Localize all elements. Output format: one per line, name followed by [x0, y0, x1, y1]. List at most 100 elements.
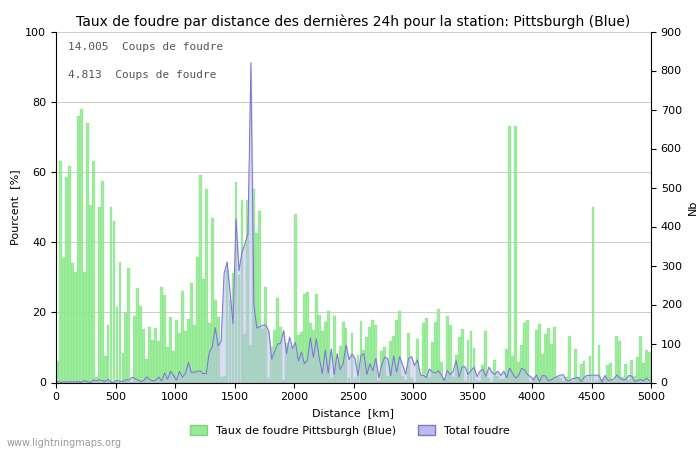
Bar: [327, 311, 330, 382]
Bar: [309, 323, 312, 382]
Bar: [265, 287, 267, 382]
Bar: [384, 347, 386, 382]
Bar: [440, 362, 442, 382]
Bar: [446, 316, 449, 382]
Bar: [241, 200, 244, 382]
Bar: [395, 320, 398, 382]
Bar: [636, 357, 639, 382]
Bar: [368, 327, 371, 382]
Bar: [330, 378, 332, 382]
Bar: [422, 323, 425, 382]
Bar: [270, 347, 273, 382]
Bar: [303, 294, 306, 382]
Bar: [532, 378, 535, 382]
Bar: [276, 298, 279, 382]
Bar: [487, 378, 490, 382]
Bar: [437, 309, 440, 382]
Bar: [80, 109, 83, 382]
Bar: [517, 361, 520, 382]
Bar: [106, 325, 109, 382]
Bar: [577, 377, 580, 382]
Bar: [94, 377, 97, 382]
Bar: [324, 322, 327, 382]
Bar: [225, 270, 228, 382]
Bar: [645, 350, 648, 382]
Bar: [258, 211, 261, 382]
Bar: [634, 376, 636, 382]
Bar: [160, 287, 163, 382]
Bar: [482, 364, 484, 382]
Bar: [463, 381, 466, 382]
Bar: [98, 207, 101, 382]
Bar: [110, 207, 113, 382]
Bar: [431, 342, 434, 382]
Bar: [550, 344, 553, 382]
Bar: [452, 377, 454, 382]
Bar: [541, 354, 544, 382]
Legend: Taux de foudre Pittsburgh (Blue), Total foudre: Taux de foudre Pittsburgh (Blue), Total …: [186, 420, 514, 440]
Bar: [169, 317, 172, 382]
Bar: [398, 311, 401, 382]
Bar: [205, 189, 208, 382]
Bar: [618, 341, 621, 382]
Text: 4.813  Coups de foudre: 4.813 Coups de foudre: [68, 70, 216, 80]
Bar: [312, 330, 315, 382]
Bar: [232, 273, 235, 382]
Bar: [172, 351, 175, 382]
Bar: [199, 176, 202, 382]
Bar: [648, 352, 651, 382]
Bar: [332, 316, 335, 382]
Bar: [523, 323, 526, 382]
Bar: [339, 346, 342, 382]
Bar: [526, 320, 529, 382]
Bar: [187, 319, 190, 382]
Bar: [514, 126, 517, 382]
Bar: [136, 288, 139, 382]
Bar: [380, 351, 383, 382]
Bar: [190, 283, 193, 382]
Title: Taux de foudre par distance des dernières 24h pour la station: Pittsburgh (Blue): Taux de foudre par distance des dernière…: [76, 14, 631, 29]
Bar: [142, 329, 145, 382]
Bar: [360, 321, 363, 382]
Text: 14.005  Coups de foudre: 14.005 Coups de foudre: [68, 42, 223, 52]
Bar: [237, 274, 240, 382]
Bar: [562, 381, 565, 382]
Bar: [475, 380, 478, 382]
Bar: [118, 262, 121, 382]
Bar: [407, 333, 410, 382]
Bar: [389, 342, 392, 382]
Bar: [65, 177, 68, 382]
Bar: [467, 341, 470, 382]
Bar: [336, 361, 339, 382]
Bar: [74, 272, 77, 382]
Bar: [315, 294, 318, 382]
Bar: [594, 380, 597, 382]
Y-axis label: Nb: Nb: [687, 199, 697, 215]
Bar: [253, 189, 256, 382]
Bar: [193, 325, 196, 382]
Bar: [565, 377, 568, 382]
Bar: [344, 328, 347, 382]
Bar: [374, 325, 377, 382]
Bar: [544, 334, 547, 382]
Bar: [639, 336, 642, 382]
Bar: [267, 378, 270, 382]
Bar: [610, 364, 612, 382]
Bar: [372, 320, 375, 382]
Bar: [86, 123, 89, 382]
Bar: [455, 355, 458, 382]
Bar: [511, 356, 514, 382]
Bar: [473, 348, 475, 382]
Bar: [113, 221, 116, 382]
Bar: [285, 343, 288, 382]
Bar: [461, 329, 463, 382]
Bar: [601, 379, 603, 382]
X-axis label: Distance  [km]: Distance [km]: [312, 408, 395, 418]
Bar: [101, 181, 104, 382]
Bar: [624, 364, 627, 382]
Bar: [300, 332, 303, 382]
Bar: [59, 161, 62, 382]
Bar: [246, 200, 249, 382]
Bar: [425, 318, 428, 382]
Bar: [151, 340, 154, 382]
